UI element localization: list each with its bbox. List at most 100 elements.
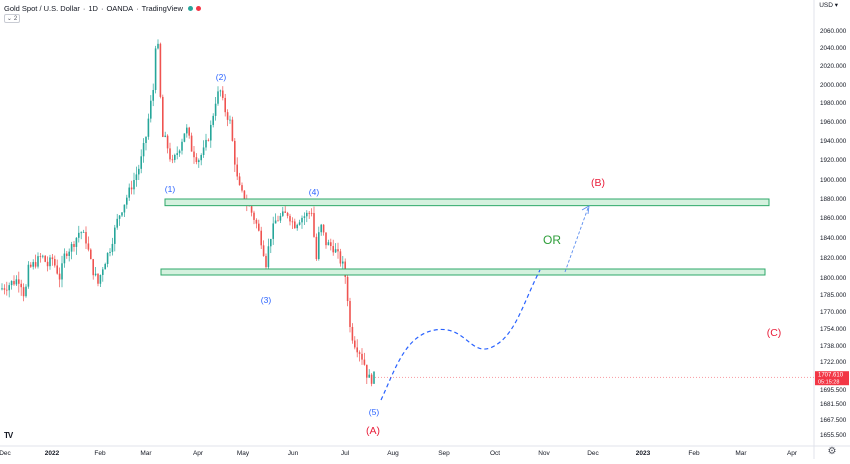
candle-body [164,135,166,137]
time-axis-label: Mar [735,450,747,457]
lower-support-zone[interactable] [160,268,766,276]
gear-icon[interactable]: ⚙ [827,446,837,457]
candle-body [226,112,229,120]
price-tick-label: 1960.000 [820,119,847,126]
countdown-value: 05:15:28 [818,380,839,386]
time-axis-label: Oct [490,450,500,457]
candle-body [327,242,330,246]
candle-body [73,244,75,247]
interval-label[interactable]: 1D [88,3,98,13]
candle-body [90,249,92,260]
tradingview-logo-icon[interactable]: TV [4,431,13,440]
price-tick-label: 2020.000 [820,63,847,70]
candle-body [114,227,116,244]
candle-body [118,215,121,219]
candle-body [284,211,286,213]
candle-body [61,263,63,280]
wave-label-A[interactable]: (A) [366,425,380,437]
time-axis-label: Jun [288,450,299,457]
upper-resistance-zone[interactable] [164,198,770,207]
time-axis-label: Dec [587,450,599,457]
candle-body [241,185,243,191]
wave-label-3[interactable]: (3) [261,295,272,305]
candle-body [334,249,337,253]
last-price-badge[interactable] [815,371,849,386]
wave-label-C[interactable]: (C) [767,327,782,339]
currency-label: USD [819,2,833,9]
arrow-head-icon [581,205,590,215]
candle-body [267,246,270,268]
header-separator: · [100,3,104,13]
candle-body [176,153,178,155]
candle-body [289,215,291,222]
price-tick-label: 1754.000 [820,326,847,333]
candle-body [133,180,135,190]
candle-body [121,212,123,216]
candle-body [250,206,253,213]
candle-body [279,215,282,221]
candle-body [34,262,37,267]
candle-body [152,90,154,101]
candle-body [6,289,8,291]
wave-label-1[interactable]: (1) [165,184,176,194]
candle-body [51,257,54,260]
candle-body [231,119,234,141]
currency-selector[interactable]: USD ▾ [819,1,838,9]
wave-label-2[interactable]: (2) [216,72,227,82]
candle-body [186,127,188,134]
candle-body [354,340,356,348]
candle-body [219,90,222,92]
candle-body [58,273,61,280]
candle-body [18,279,20,284]
symbol-name[interactable]: Gold Spot / U.S. Dollar [4,3,80,13]
candle-body [258,223,260,231]
market-open-dot-icon [187,5,193,11]
wave-label-B[interactable]: (B) [591,177,605,189]
candle-body [207,139,210,141]
candle-body [145,136,147,143]
symbol-header[interactable]: Gold Spot / U.S. Dollar · 1D · OANDA · T… [4,2,201,14]
price-tick-label: 1655.500 [820,432,847,439]
candle-body [183,133,186,142]
candle-body [212,115,214,125]
indicators-collapse-button[interactable]: ⌄ 2 [4,14,20,23]
candle-body [349,301,351,327]
candle-body [142,142,145,157]
price-tick-label: 1900.000 [820,177,847,184]
time-axis-label: Sep [438,450,450,457]
price-tick-label: 1800.000 [820,275,847,282]
candle-body [162,96,164,137]
or-annotation[interactable]: OR [543,233,561,247]
wave-label-5[interactable]: (5) [369,407,380,417]
candle-body [200,155,202,161]
candle-body [337,249,339,252]
candle-body [282,211,284,216]
candle-body [3,288,6,290]
time-axis-label: Dec [0,450,12,457]
candle-body [198,160,200,163]
candle-body [373,371,375,384]
candle-body [351,326,354,341]
candle-body [294,221,296,229]
header-separator: · [82,3,86,13]
projection-path[interactable] [380,269,541,401]
projection-path-up[interactable] [564,207,589,273]
candle-body [303,216,306,218]
header-separator: · [136,3,139,13]
chevron-down-icon: ⌄ [6,16,12,22]
candle-body [306,212,308,217]
wave-label-4[interactable]: (4) [309,187,320,197]
time-axis-label: Feb [94,450,106,457]
time-axis-label: 2022 [45,450,60,457]
candle-body [253,212,255,220]
price-tick-label: 2000.000 [820,82,847,89]
candle-body [106,252,109,264]
candle-body [222,90,224,98]
candle-body [66,253,68,256]
candle-body [356,347,358,353]
price-tick-label: 1940.000 [820,138,847,145]
candle-body [166,135,169,149]
candle-body [116,218,118,228]
